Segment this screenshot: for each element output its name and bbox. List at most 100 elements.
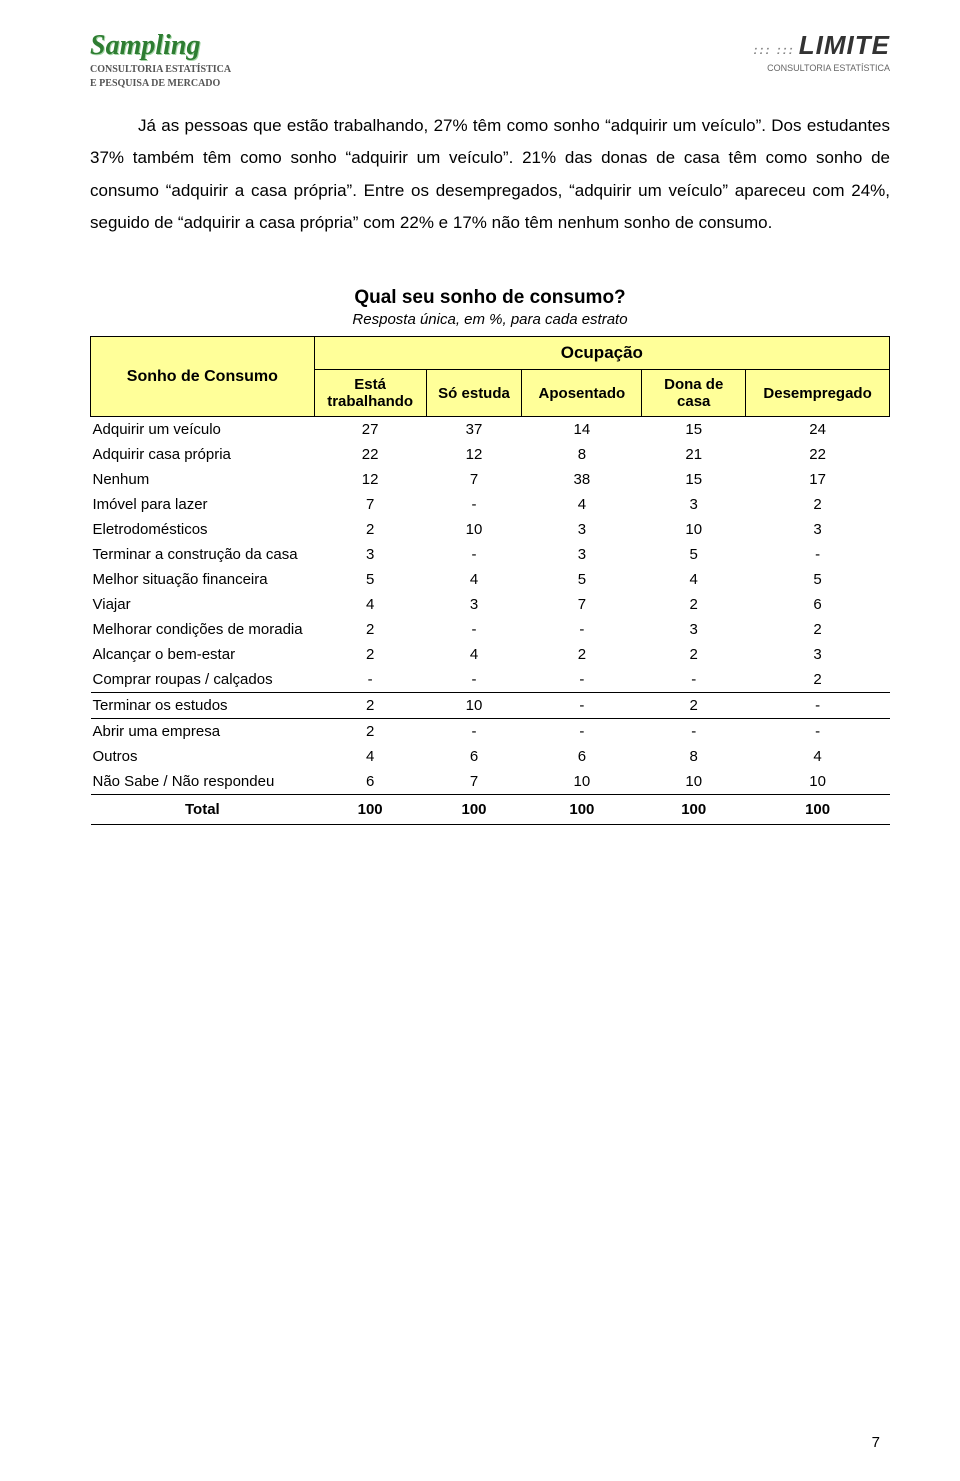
table-row: Melhorar condições de moradia2--32 bbox=[91, 617, 890, 642]
cell: - bbox=[522, 693, 642, 719]
cell: 10 bbox=[642, 769, 746, 795]
group-header: Ocupação bbox=[314, 337, 889, 370]
table-row: Não Sabe / Não respondeu67101010 bbox=[91, 769, 890, 795]
cell: 12 bbox=[314, 467, 426, 492]
cell: 2 bbox=[746, 667, 890, 693]
cell: - bbox=[746, 719, 890, 745]
cell: 3 bbox=[746, 642, 890, 667]
cell: - bbox=[522, 617, 642, 642]
cell: 10 bbox=[642, 517, 746, 542]
col-header: Dona de casa bbox=[642, 370, 746, 417]
cell: 7 bbox=[314, 492, 426, 517]
total-label: Total bbox=[91, 795, 315, 825]
cell: 3 bbox=[642, 492, 746, 517]
table-row: Nenhum127381517 bbox=[91, 467, 890, 492]
table-row: Terminar os estudos210-2- bbox=[91, 693, 890, 719]
cell: - bbox=[426, 617, 522, 642]
cell: 4 bbox=[522, 492, 642, 517]
cell: 24 bbox=[746, 417, 890, 443]
table-row: Terminar a construção da casa3-35- bbox=[91, 542, 890, 567]
cell: 4 bbox=[746, 744, 890, 769]
logo-sampling-brand: Sampling bbox=[90, 30, 231, 62]
row-label: Melhorar condições de moradia bbox=[91, 617, 315, 642]
cell: - bbox=[426, 719, 522, 745]
cell: 2 bbox=[314, 719, 426, 745]
cell: 5 bbox=[522, 567, 642, 592]
cell: 17 bbox=[746, 467, 890, 492]
cell: 6 bbox=[314, 769, 426, 795]
col-header: Só estuda bbox=[426, 370, 522, 417]
row-label: Alcançar o bem-estar bbox=[91, 642, 315, 667]
row-label: Adquirir um veículo bbox=[91, 417, 315, 443]
cell: 8 bbox=[642, 744, 746, 769]
cell: 27 bbox=[314, 417, 426, 443]
cell: 6 bbox=[426, 744, 522, 769]
cell: 4 bbox=[314, 592, 426, 617]
cell: 2 bbox=[314, 693, 426, 719]
cell: 22 bbox=[314, 442, 426, 467]
cell: 4 bbox=[314, 744, 426, 769]
table-subtitle: Resposta única, em %, para cada estrato bbox=[90, 311, 890, 328]
cell: - bbox=[642, 719, 746, 745]
cell: 38 bbox=[522, 467, 642, 492]
cell: 5 bbox=[314, 567, 426, 592]
table-row: Comprar roupas / calçados----2 bbox=[91, 667, 890, 693]
cell: 3 bbox=[746, 517, 890, 542]
cell: - bbox=[314, 667, 426, 693]
cell: 10 bbox=[426, 517, 522, 542]
cell: 7 bbox=[426, 769, 522, 795]
cell: 12 bbox=[426, 442, 522, 467]
cell: - bbox=[746, 542, 890, 567]
cell: 2 bbox=[746, 492, 890, 517]
cell: 2 bbox=[314, 617, 426, 642]
cell: 7 bbox=[522, 592, 642, 617]
cell: 8 bbox=[522, 442, 642, 467]
cell: 2 bbox=[642, 592, 746, 617]
row-label: Terminar a construção da casa bbox=[91, 542, 315, 567]
cell: 3 bbox=[522, 542, 642, 567]
table-row: Melhor situação financeira54545 bbox=[91, 567, 890, 592]
cell: 6 bbox=[746, 592, 890, 617]
cell: 21 bbox=[642, 442, 746, 467]
cell: 15 bbox=[642, 417, 746, 443]
cell: 2 bbox=[522, 642, 642, 667]
cell: 3 bbox=[642, 617, 746, 642]
cell: 4 bbox=[642, 567, 746, 592]
cell: - bbox=[426, 542, 522, 567]
cell: 10 bbox=[522, 769, 642, 795]
cell: 2 bbox=[314, 517, 426, 542]
total-cell: 100 bbox=[642, 795, 746, 825]
col-header: Aposentado bbox=[522, 370, 642, 417]
table-row: Eletrodomésticos2103103 bbox=[91, 517, 890, 542]
row-label: Imóvel para lazer bbox=[91, 492, 315, 517]
table-row: Outros46684 bbox=[91, 744, 890, 769]
cell: 4 bbox=[426, 642, 522, 667]
total-cell: 100 bbox=[426, 795, 522, 825]
cell: 6 bbox=[522, 744, 642, 769]
intro-paragraph: Já as pessoas que estão trabalhando, 27%… bbox=[90, 110, 890, 239]
logo-limite-text: LIMITE bbox=[799, 30, 890, 60]
cell: - bbox=[522, 667, 642, 693]
row-label: Não Sabe / Não respondeu bbox=[91, 769, 315, 795]
cell: 2 bbox=[642, 642, 746, 667]
cell: 4 bbox=[426, 567, 522, 592]
col-header: Desempregado bbox=[746, 370, 890, 417]
logo-sampling: Sampling CONSULTORIA ESTATÍSTICA E PESQU… bbox=[90, 30, 231, 90]
cell: 14 bbox=[522, 417, 642, 443]
cell: 3 bbox=[426, 592, 522, 617]
row-label: Nenhum bbox=[91, 467, 315, 492]
cell: 5 bbox=[746, 567, 890, 592]
cell: - bbox=[642, 667, 746, 693]
row-label: Outros bbox=[91, 744, 315, 769]
table-row: Adquirir um veículo2737141524 bbox=[91, 417, 890, 443]
cell: 2 bbox=[314, 642, 426, 667]
header-logos: Sampling CONSULTORIA ESTATÍSTICA E PESQU… bbox=[90, 30, 890, 90]
total-cell: 100 bbox=[522, 795, 642, 825]
cell: - bbox=[426, 667, 522, 693]
row-label: Abrir uma empresa bbox=[91, 719, 315, 745]
row-label: Melhor situação financeira bbox=[91, 567, 315, 592]
cell: - bbox=[522, 719, 642, 745]
col-header: Está trabalhando bbox=[314, 370, 426, 417]
cell: 10 bbox=[746, 769, 890, 795]
page-number: 7 bbox=[872, 1434, 880, 1451]
